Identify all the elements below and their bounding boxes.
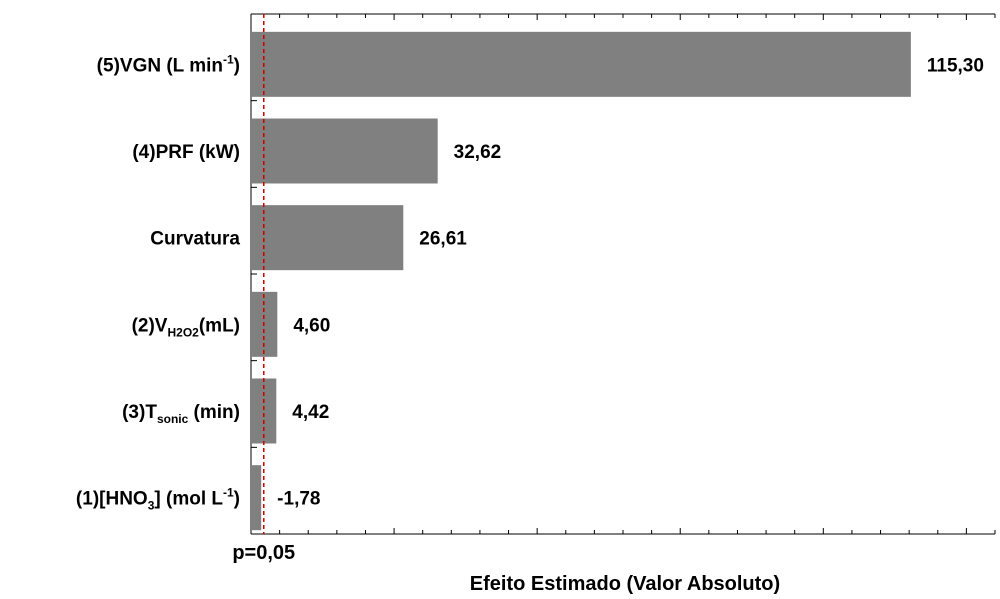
data-label: 115,30 (927, 55, 984, 76)
category-label: (1)[HNO3] (mol L-1) (76, 486, 240, 513)
data-label: 4,60 (293, 315, 330, 336)
value-labels: 115,30 32,62 26,61 4,60 4,42 -1,78 (277, 55, 984, 509)
category-label: (3)Tsonic (min) (122, 402, 240, 426)
data-label: -1,78 (277, 489, 320, 510)
bars (251, 31, 911, 531)
category-label: Curvatura (150, 229, 240, 250)
reference-line-label: p=0,05 (232, 542, 295, 564)
data-label: 26,61 (419, 229, 467, 250)
category-label: (4)PRF (kW) (132, 142, 240, 163)
bar (251, 378, 277, 444)
data-label: 4,42 (292, 402, 329, 423)
category-labels: (5)VGN (L min-1) (4)PRF (kW) Curvatura (2)V… (76, 52, 241, 512)
bar (251, 205, 404, 271)
x-axis-title: Efeito Estimado (Valor Absoluto) (470, 573, 780, 595)
category-label: (2)VH2O2(mL) (132, 315, 240, 339)
bar (251, 31, 911, 97)
bar (251, 118, 438, 184)
bar (251, 465, 262, 531)
data-label: 32,62 (454, 142, 502, 163)
reference-line-group: p=0,05 (232, 14, 295, 564)
category-label: (5)VGN (L min-1) (97, 52, 240, 76)
